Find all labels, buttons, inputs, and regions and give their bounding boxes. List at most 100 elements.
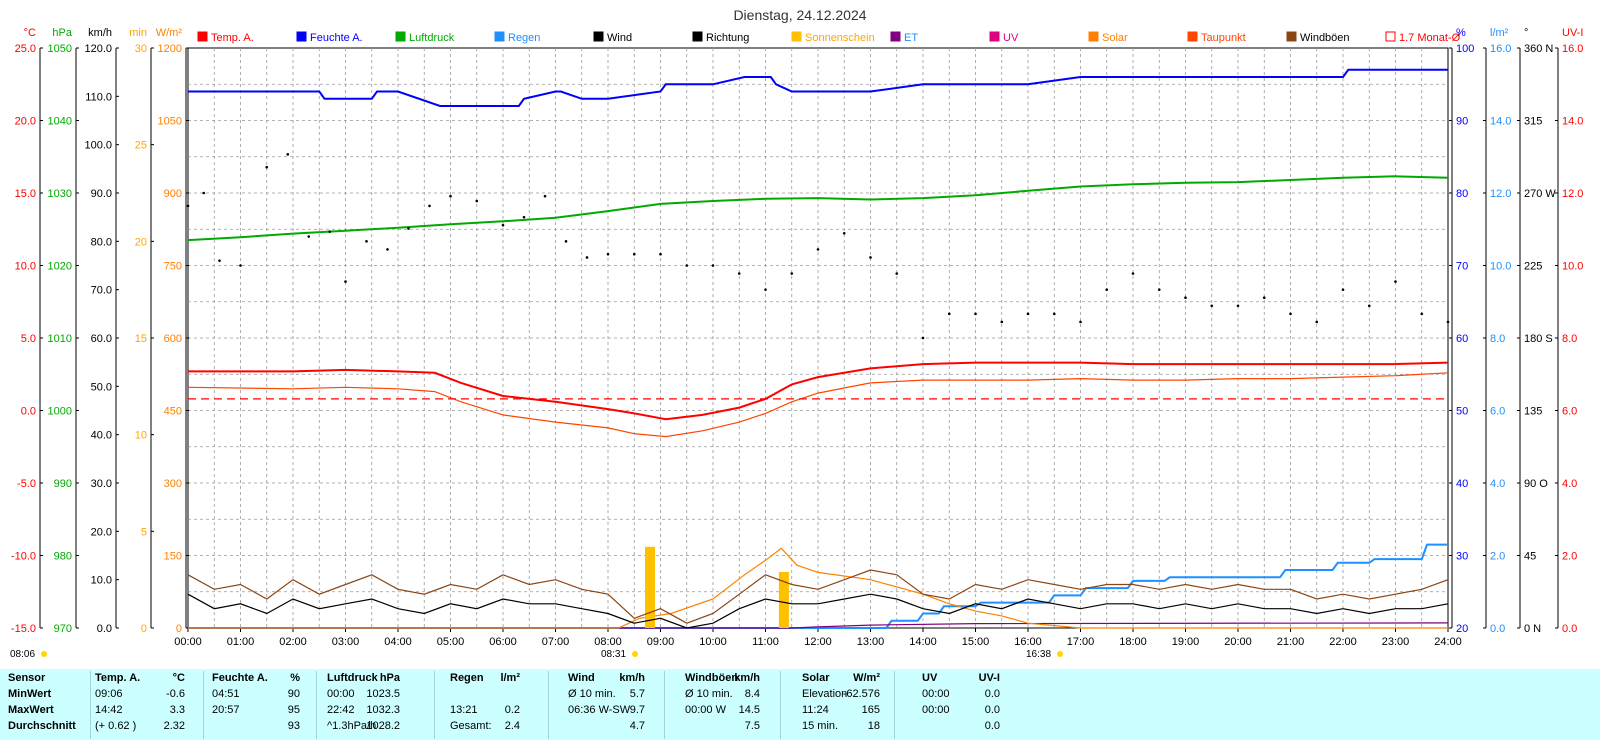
time-tick-label: 19:00	[1172, 636, 1200, 648]
time-tick-label: 13:00	[857, 636, 885, 648]
series-taupunkt	[187, 372, 1449, 438]
sun-markers: 08:06 08:31 16:38	[10, 649, 1063, 660]
stats-header: Temp. A.	[95, 672, 141, 684]
hum-tick-label: 70	[1456, 261, 1468, 273]
time-tick-label: 15:00	[962, 636, 990, 648]
direction-point	[265, 165, 269, 169]
series-wind	[187, 593, 1449, 629]
time-tick-label: 03:00	[332, 636, 360, 648]
time-tick-label: 10:00	[699, 636, 727, 648]
hum-tick-label: 100	[1456, 43, 1474, 55]
stats-row-label: MinWert	[8, 688, 52, 700]
series-regen	[188, 543, 1448, 629]
dir-tick-label: 315	[1524, 116, 1542, 128]
stats-cell: 95	[287, 704, 300, 716]
press-tick-label: 990	[54, 478, 72, 490]
direction-point	[386, 248, 389, 251]
stats-divider	[780, 671, 781, 739]
uv-axis-unit: UV-I	[1562, 27, 1583, 39]
time-tick-label: 00:00	[174, 636, 202, 648]
stats-cell: 1023.5	[366, 688, 400, 700]
wind-tick-label: 110.0	[85, 91, 112, 103]
dir-tick-label: 270 W	[1524, 188, 1556, 200]
wind-tick-label: 100.0	[84, 140, 112, 152]
stats-cell: 90	[287, 688, 300, 700]
wind-tick-label: 40.0	[91, 430, 112, 442]
series-temp-a-	[188, 361, 1449, 421]
sunshine-bar	[645, 546, 655, 628]
grid	[187, 47, 1449, 629]
series-solar	[188, 547, 1448, 629]
dir-tick-label: 45	[1524, 551, 1536, 563]
stats-cell: Elevation	[802, 688, 848, 700]
direction-point	[764, 288, 767, 291]
direction-point	[585, 256, 589, 259]
rain-tick-label: 4.0	[1490, 478, 1505, 490]
rain-tick-label: 8.0	[1490, 333, 1505, 345]
sunrise-icon	[41, 651, 47, 657]
stats-table: Sensor Temp. A. °C Feuchte A.% Luftdruck hPa R…	[0, 669, 1600, 740]
legend-label: Taupunkt	[1201, 32, 1246, 44]
direction-point	[816, 248, 820, 251]
time-tick-label: 05:00	[437, 636, 465, 648]
chart-title: Dienstag, 24.12.2024	[733, 7, 866, 23]
solar-tick-label: 450	[164, 406, 182, 418]
direction-point	[842, 231, 846, 235]
direction-point	[1105, 288, 1109, 291]
rain-tick-label: 2.0	[1490, 551, 1505, 563]
temp-tick-label: 15.0	[15, 188, 36, 200]
time-tick-label: 07:00	[542, 636, 570, 648]
solar-tick-label: 900	[164, 188, 182, 200]
temp-tick-label: -5.0	[17, 478, 36, 490]
solar-tick-label: 1200	[158, 43, 182, 55]
press-tick-label: 1050	[48, 43, 72, 55]
direction-point	[1026, 312, 1030, 316]
press-tick-label: 980	[54, 551, 72, 563]
direction-point	[1341, 288, 1345, 291]
legend-swatch	[197, 31, 208, 42]
stats-cell: 15 min.	[802, 720, 839, 732]
stats-divider	[434, 671, 435, 739]
sunset-icon	[1057, 651, 1063, 657]
time-tick-label: 22:00	[1329, 636, 1357, 648]
stats-cell: 13:21	[450, 704, 478, 716]
legend-label: UV	[1003, 32, 1019, 44]
direction-point	[1210, 304, 1214, 308]
axes: 00:00 01:00 02:00 03:00 04:00 05:00 06:00 07:00…	[11, 27, 1584, 648]
stats-cell: 3.3	[169, 704, 185, 716]
stats-cell: 1028.2	[366, 720, 400, 732]
dir-tick-label: 180 S	[1524, 333, 1553, 345]
direction-point	[475, 199, 479, 203]
direction-point	[947, 312, 951, 316]
legend-label: Regen	[508, 32, 540, 44]
sunrise-time: 08:06	[10, 649, 35, 660]
time-tick-label: 23:00	[1382, 636, 1410, 648]
time-tick-label: 17:00	[1067, 636, 1095, 648]
legend-label: Richtung	[706, 32, 749, 44]
stats-cell: 11:24	[802, 704, 829, 716]
direction-point	[449, 194, 452, 198]
temp-tick-label: 25.0	[15, 43, 36, 55]
direction-point	[790, 272, 794, 275]
stats-cell: 2.32	[163, 720, 185, 732]
stats-cell: 04:51	[212, 688, 240, 700]
direction-point	[895, 272, 899, 275]
stats-cell: 22:42	[327, 704, 355, 716]
stats-header: Wind	[568, 672, 595, 684]
direction-point	[711, 264, 715, 267]
press-tick-label: 1010	[48, 333, 72, 345]
time-tick-label: 18:00	[1119, 636, 1147, 648]
legend-swatch	[791, 31, 802, 42]
stats-divider	[894, 671, 895, 739]
rain-axis-unit: l/m²	[1490, 27, 1509, 39]
stats-cell: 0.0	[984, 704, 1000, 716]
wind-tick-label: 90.0	[91, 188, 112, 200]
stats-cell: -0.6	[166, 688, 185, 700]
legend-swatch	[494, 31, 505, 42]
noon-icon	[632, 651, 638, 657]
solar-tick-label: 150	[164, 551, 182, 563]
temp-tick-label: -10.0	[11, 551, 36, 563]
stats-cell: 165	[861, 704, 880, 716]
wind-tick-label: 50.0	[91, 381, 112, 393]
direction-point	[428, 204, 431, 208]
